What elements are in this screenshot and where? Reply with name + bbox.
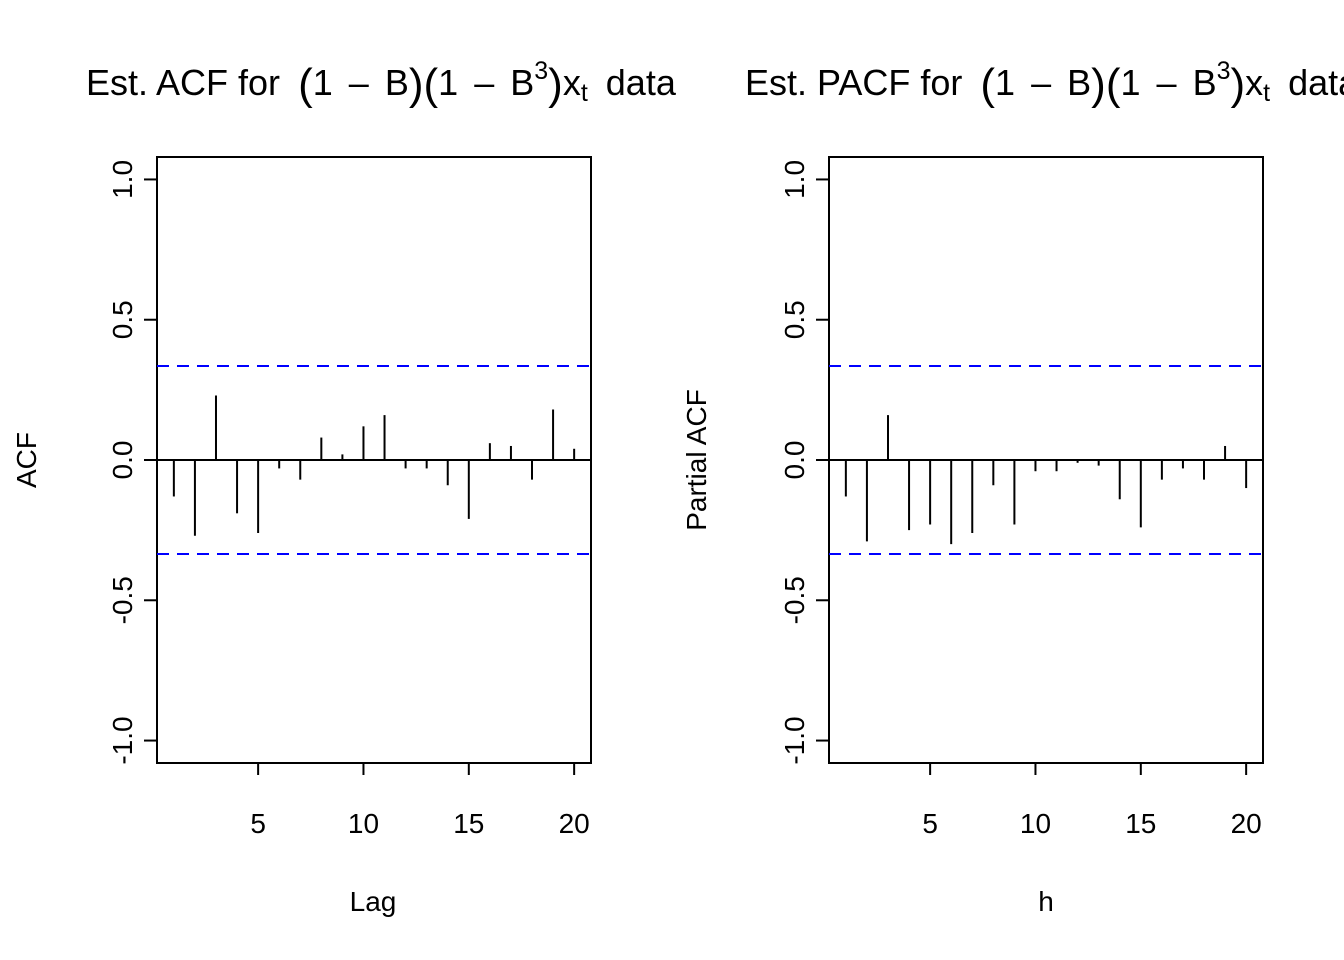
acf-title-suffix: data bbox=[606, 62, 677, 103]
acf-marks bbox=[157, 365, 591, 555]
pacf-y-tick-label: 0.5 bbox=[779, 300, 810, 339]
pacf-x-axis: 5 10 15 20 bbox=[922, 763, 1262, 839]
acf-y-tick-label: -0.5 bbox=[107, 576, 138, 624]
acf-y-tick-label: 0.5 bbox=[107, 300, 138, 339]
acf-y-axis-label: ACF bbox=[11, 432, 42, 488]
pacf-title-paren-close: ) bbox=[1091, 60, 1106, 109]
pacf-y-tick-label: 0.0 bbox=[779, 441, 810, 480]
acf-title: Est. ACF for (1 – B)(1 – B3)xt data bbox=[86, 57, 677, 109]
pacf-x-axis-label: h bbox=[1038, 886, 1054, 917]
acf-x-tick-label: 15 bbox=[453, 808, 484, 839]
acf-panel: Est. ACF for (1 – B)(1 – B3)xt data -1.0… bbox=[11, 57, 677, 917]
pacf-title-paren-open: ( bbox=[980, 60, 995, 109]
pacf-y-axis: -1.0 -0.5 0.0 0.5 1.0 bbox=[779, 160, 828, 765]
pacf-y-axis-label: Partial ACF bbox=[681, 389, 712, 531]
acf-x-tick-label: 20 bbox=[559, 808, 590, 839]
pacf-x-tick-label: 10 bbox=[1020, 808, 1051, 839]
pacf-title: Est. PACF for (1 – B)(1 – B3)xt data bbox=[745, 57, 1344, 109]
acf-x-axis-label: Lag bbox=[350, 886, 397, 917]
acf-title-exponent: 3 bbox=[534, 57, 548, 85]
acf-x-tick-label: 5 bbox=[250, 808, 266, 839]
acf-x-axis: 5 10 15 20 bbox=[250, 763, 590, 839]
pacf-title-prefix: Est. PACF for bbox=[745, 62, 962, 103]
pacf-x-tick-label: 15 bbox=[1125, 808, 1156, 839]
pacf-title-suffix: data bbox=[1288, 62, 1344, 103]
acf-title-paren-open: ( bbox=[298, 60, 313, 109]
pacf-y-tick-label: -1.0 bbox=[779, 716, 810, 764]
pacf-y-tick-label: -0.5 bbox=[779, 576, 810, 624]
pacf-title-exponent: 3 bbox=[1217, 57, 1231, 85]
acf-y-tick-label: 1.0 bbox=[107, 160, 138, 199]
pacf-x-tick-label: 20 bbox=[1231, 808, 1262, 839]
acf-y-axis: -1.0 -0.5 0.0 0.5 1.0 bbox=[107, 160, 156, 765]
acf-y-tick-label: -1.0 bbox=[107, 716, 138, 764]
pacf-marks bbox=[829, 365, 1263, 555]
acf-y-tick-label: 0.0 bbox=[107, 441, 138, 480]
acf-x-tick-label: 10 bbox=[348, 808, 379, 839]
acf-title-paren-close: ) bbox=[409, 60, 424, 109]
pacf-panel: Est. PACF for (1 – B)(1 – B3)xt data -1.… bbox=[681, 57, 1344, 917]
pacf-y-tick-label: 1.0 bbox=[779, 160, 810, 199]
acf-title-prefix: Est. ACF for bbox=[86, 62, 280, 103]
pacf-x-tick-label: 5 bbox=[922, 808, 938, 839]
